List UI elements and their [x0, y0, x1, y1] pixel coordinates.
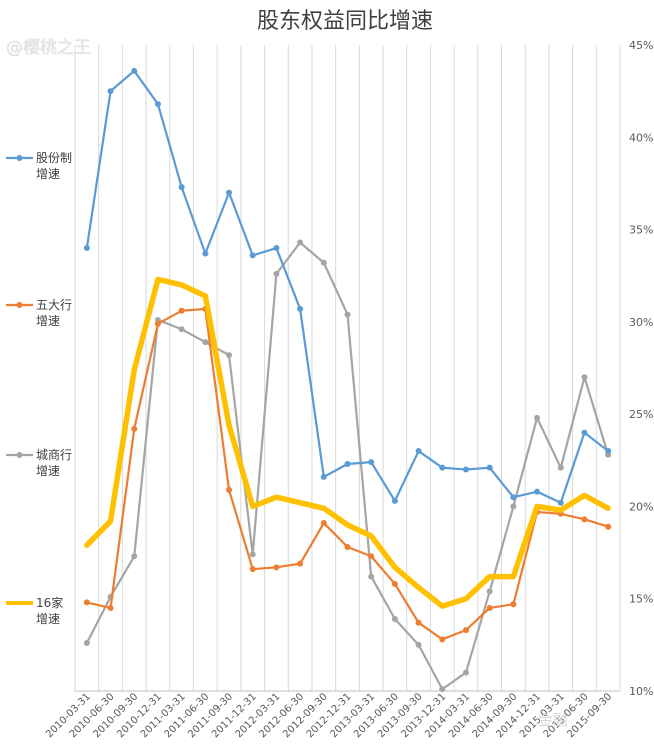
y-tick-label: 20% — [629, 500, 653, 513]
data-point — [486, 464, 493, 471]
y-tick-label: 10% — [629, 685, 653, 698]
data-point — [273, 245, 280, 252]
data-point — [439, 636, 446, 643]
data-point — [154, 320, 161, 327]
y-tick-label: 25% — [629, 408, 653, 421]
legend-marker — [16, 302, 23, 308]
y-tick-label: 40% — [629, 131, 653, 144]
data-point — [486, 588, 493, 595]
series-line — [85, 69, 610, 504]
data-point — [344, 544, 351, 551]
data-point — [534, 414, 541, 421]
data-point — [581, 516, 588, 523]
series-line — [85, 307, 610, 641]
data-point — [249, 252, 256, 259]
data-point — [391, 616, 398, 623]
data-point — [83, 245, 90, 252]
data-point — [462, 466, 469, 473]
chart-title: 股东权益同比增速 — [257, 9, 433, 34]
data-point — [320, 259, 327, 266]
y-tick-label: 45% — [629, 39, 653, 52]
data-point — [249, 566, 256, 573]
data-point — [226, 486, 233, 493]
grid-lines — [74, 45, 621, 691]
data-point — [415, 641, 422, 648]
data-point — [439, 464, 446, 471]
data-point — [226, 352, 233, 359]
data-point — [273, 564, 280, 571]
data-point — [107, 88, 114, 95]
data-point — [344, 311, 351, 318]
data-point — [131, 553, 138, 560]
y-tick-label: 15% — [629, 593, 653, 606]
series-group — [83, 67, 612, 693]
data-point — [344, 460, 351, 467]
data-point — [391, 580, 398, 587]
data-point — [510, 601, 517, 608]
data-point — [605, 448, 612, 455]
data-point — [534, 488, 541, 495]
data-point — [368, 573, 375, 580]
data-point — [83, 599, 90, 606]
data-point — [320, 520, 327, 527]
watermark-text: @樱桃之王 — [6, 38, 91, 58]
data-point — [462, 669, 469, 676]
data-point — [249, 551, 256, 558]
legend-label: 五大行增速 — [36, 298, 72, 328]
legend-marker — [16, 155, 23, 161]
data-point — [439, 686, 446, 693]
data-point — [83, 640, 90, 647]
y-tick-label: 30% — [629, 316, 653, 329]
data-point — [297, 239, 304, 246]
data-point — [107, 604, 114, 611]
data-point — [605, 523, 612, 530]
data-point — [178, 184, 185, 191]
data-point — [391, 497, 398, 504]
data-point — [320, 473, 327, 480]
legend-label: 16家增速 — [36, 595, 63, 626]
data-point — [557, 464, 564, 471]
data-point — [202, 339, 209, 346]
series-line — [84, 276, 611, 609]
data-point — [178, 307, 185, 314]
data-point — [202, 250, 209, 257]
legend-label: 城商行增速 — [36, 447, 72, 478]
data-point — [510, 503, 517, 510]
data-point — [415, 448, 422, 455]
data-point — [462, 627, 469, 634]
watermark-bottom: 金融 — [538, 711, 569, 729]
data-point — [131, 425, 138, 432]
data-point — [510, 494, 517, 501]
data-point — [273, 270, 280, 277]
axes: 10%15%20%25%30%35%40%45%2010-03-312010-0… — [44, 39, 653, 740]
data-point — [581, 374, 588, 381]
data-point — [131, 67, 138, 74]
data-point — [178, 326, 185, 333]
data-point — [415, 619, 422, 626]
series-0 — [83, 67, 612, 506]
series-1 — [83, 305, 612, 643]
data-point — [154, 101, 161, 108]
series-3 — [84, 276, 611, 609]
data-point — [557, 499, 564, 506]
data-point — [368, 459, 375, 466]
data-point — [297, 560, 304, 567]
data-point — [486, 604, 493, 611]
data-point — [581, 429, 588, 436]
data-point — [297, 305, 304, 312]
y-tick-label: 35% — [629, 224, 653, 237]
legend-marker — [16, 452, 23, 458]
legend-label: 股份制增速 — [36, 151, 72, 181]
data-point — [226, 189, 233, 196]
data-point — [368, 553, 375, 560]
